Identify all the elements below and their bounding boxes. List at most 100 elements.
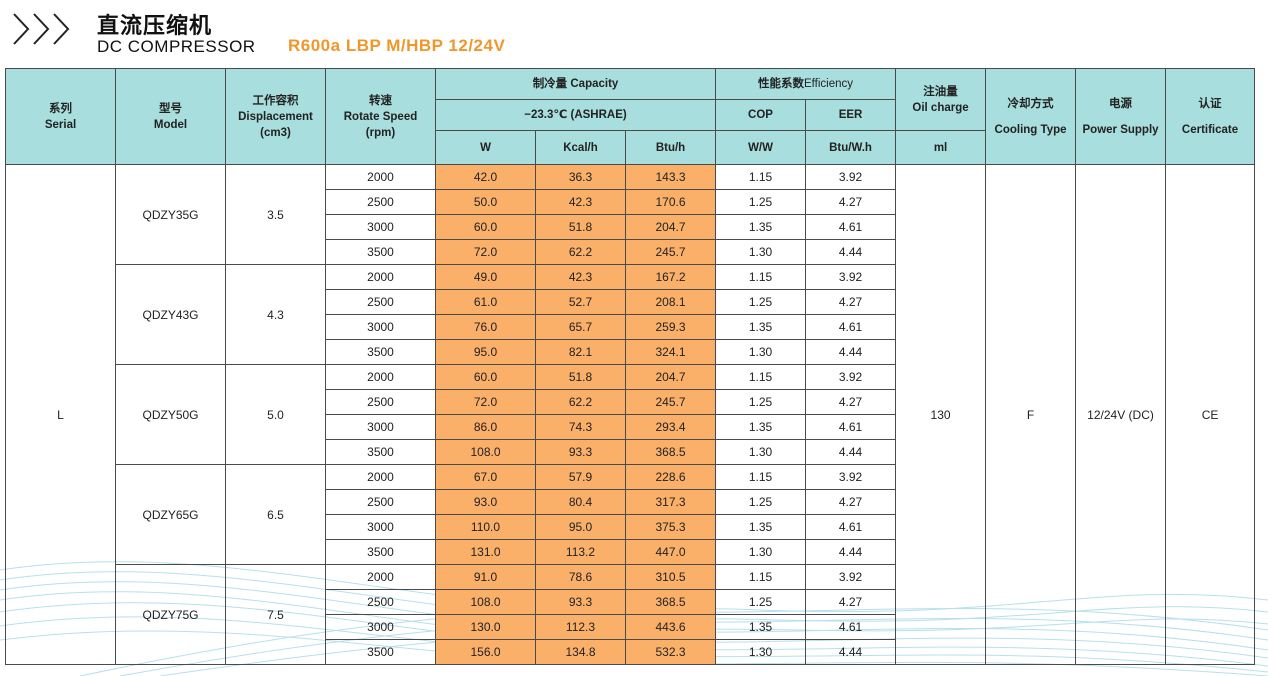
capacity-btu-cell: 204.7 (624, 214, 717, 240)
capacity-btu-cell: 368.5 (624, 439, 717, 465)
capacity-w-cell: 86.0 (435, 414, 536, 440)
page-title-english: DC COMPRESSOR (97, 37, 256, 56)
eer-cell: 4.44 (805, 239, 897, 265)
capacity-w-cell: 50.0 (435, 189, 536, 215)
capacity-w-cell: 67.0 (435, 464, 536, 490)
cooling-cell: F (985, 164, 1077, 665)
displacement-cell: 4.3 (225, 264, 326, 365)
speed-cell: 3000 (325, 214, 436, 240)
table-row: 2500 93.0 80.4 317.3 1.25 4.27 (6, 489, 1255, 515)
header-cooling-en: Cooling Type (994, 123, 1067, 136)
spec-table: 系列 Serial 型号 Model 工作容积 Displacement (cm… (5, 68, 1256, 665)
header-cop-unit: W/W (715, 130, 807, 165)
cop-cell: 1.25 (715, 489, 807, 515)
speed-cell: 3000 (325, 514, 436, 540)
capacity-w-cell: 95.0 (435, 339, 536, 365)
cop-cell: 1.15 (715, 364, 807, 390)
speed-cell: 2500 (325, 589, 436, 615)
capacity-w-cell: 110.0 (435, 514, 536, 540)
speed-cell: 3500 (325, 639, 436, 665)
cop-cell: 1.15 (715, 464, 807, 490)
speed-cell: 3500 (325, 439, 436, 465)
capacity-kcal-cell: 52.7 (535, 289, 626, 315)
eer-cell: 4.44 (805, 539, 897, 565)
displacement-cell: 7.5 (225, 564, 326, 665)
eer-cell: 4.61 (805, 514, 897, 540)
capacity-w-cell: 60.0 (435, 214, 536, 240)
capacity-w-cell: 49.0 (435, 264, 536, 290)
capacity-kcal-cell: 78.6 (535, 564, 626, 590)
capacity-kcal-cell: 42.3 (535, 189, 626, 215)
cop-cell: 1.35 (715, 414, 807, 440)
header-eer-unit: Btu/W.h (805, 130, 897, 165)
capacity-w-cell: 130.0 (435, 614, 536, 640)
header-serial-en: Serial (44, 118, 77, 131)
header-cert-en: Certificate (1181, 123, 1239, 136)
capacity-kcal-cell: 65.7 (535, 314, 626, 340)
table-row: L QDZY35G 3.5 2000 42.0 36.3 143.3 1.15 3.92 130 F… (5, 164, 1256, 665)
model-cell: QDZY35G (115, 164, 226, 265)
header-eer: EER (805, 99, 897, 131)
header-speed-unit: (rpm) (365, 126, 396, 139)
table-row: 3500 95.0 82.1 324.1 1.30 4.44 (6, 339, 1255, 365)
header-cert-cn: 认证 (1198, 97, 1222, 110)
eer-cell: 4.27 (805, 289, 897, 315)
header-oil-en: Oil charge (912, 101, 969, 114)
speed-cell: 3500 (325, 539, 436, 565)
table-row: 2500 50.0 42.3 170.6 1.25 4.27 (6, 189, 1255, 215)
speed-cell: 2000 (325, 464, 436, 490)
cop-cell: 1.25 (715, 289, 807, 315)
cop-cell: 1.25 (715, 389, 807, 415)
capacity-btu-cell: 368.5 (624, 589, 717, 615)
capacity-kcal-cell: 112.3 (535, 614, 626, 640)
page-title: 直流压缩机 (97, 13, 213, 38)
header-power-en: Power Supply (1082, 123, 1159, 136)
cop-cell: 1.30 (715, 639, 807, 665)
capacity-kcal-cell: 36.3 (535, 164, 626, 190)
header-disp-cn: 工作容积 (252, 94, 299, 107)
eer-cell: 3.92 (805, 264, 897, 290)
capacity-kcal-cell: 62.2 (535, 389, 626, 415)
eer-cell: 4.27 (805, 389, 897, 415)
speed-cell: 2000 (325, 564, 436, 590)
capacity-btu-cell: 443.6 (624, 614, 717, 640)
capacity-w-cell: 42.0 (435, 164, 536, 190)
header-cap-btu: Btu/h (624, 130, 717, 165)
eer-cell: 3.92 (805, 364, 897, 390)
capacity-w-cell: 131.0 (435, 539, 536, 565)
capacity-btu-cell: 259.3 (624, 314, 717, 340)
capacity-btu-cell: 532.3 (624, 639, 717, 665)
header-cap-kcal: Kcal/h (535, 130, 626, 165)
speed-cell: 3500 (325, 339, 436, 365)
table-row: 3000 86.0 74.3 293.4 1.35 4.61 (6, 414, 1255, 440)
capacity-btu-cell: 447.0 (624, 539, 717, 565)
header-cap-w: W (435, 130, 536, 165)
cop-cell: 1.30 (715, 339, 807, 365)
model-cell: QDZY50G (115, 364, 226, 465)
header-serial: 系列 Serial (5, 68, 116, 165)
cop-cell: 1.15 (715, 164, 807, 190)
capacity-kcal-cell: 42.3 (535, 264, 626, 290)
header-speed: 转速 Rotate Speed (rpm) (325, 68, 436, 165)
header-disp-en: Displacement (238, 110, 313, 123)
header-displacement: 工作容积 Displacement (cm3) (225, 68, 326, 165)
capacity-w-cell: 61.0 (435, 289, 536, 315)
capacity-kcal-cell: 51.8 (535, 364, 626, 390)
oil-cell: 130 (895, 164, 987, 665)
eer-cell: 4.44 (805, 639, 897, 665)
capacity-w-cell: 93.0 (435, 489, 536, 515)
eer-cell: 4.61 (805, 214, 897, 240)
model-cell: QDZY75G (115, 564, 226, 665)
cop-cell: 1.25 (715, 189, 807, 215)
header-eff-en: Efficiency (804, 78, 854, 90)
eer-cell: 4.44 (805, 439, 897, 465)
table-row: 2500 72.0 62.2 245.7 1.25 4.27 (6, 389, 1255, 415)
spec-table-body: L QDZY35G 3.5 2000 42.0 36.3 143.3 1.15 3.92 130 F… (5, 164, 1256, 665)
header-cop: COP (715, 99, 807, 131)
displacement-cell: 5.0 (225, 364, 326, 465)
eer-cell: 4.61 (805, 414, 897, 440)
capacity-kcal-cell: 134.8 (535, 639, 626, 665)
page-subtitle: R600a LBP M/HBP 12/24V (288, 36, 506, 55)
displacement-cell: 3.5 (225, 164, 326, 265)
eer-cell: 4.44 (805, 339, 897, 365)
